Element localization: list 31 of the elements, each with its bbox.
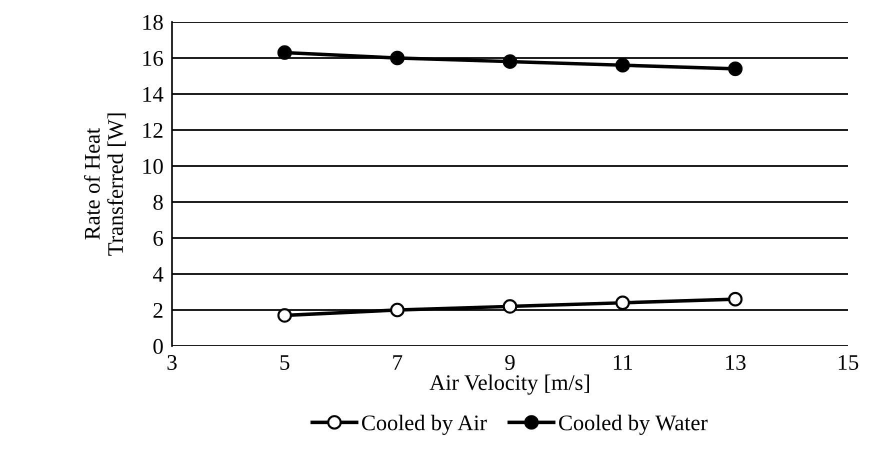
x-tick-label: 9 [505,355,515,370]
y-tick-label: 4 [152,267,164,282]
x-axis-title: Air Velocity [m/s] [430,374,589,395]
y-tick-label: 12 [143,122,162,138]
y-tick-label: 18 [143,14,163,30]
point [277,308,292,323]
point [728,292,743,306]
x-tick-label: 13 [726,355,746,370]
legend-label: Cooled by Air [362,414,487,435]
x-tick-label: 15 [838,355,858,370]
point [728,62,743,76]
point [390,50,405,66]
legend-label: Cooled by Water [559,414,708,435]
point [390,302,405,318]
y-tick-label: 14 [143,87,164,102]
point [502,299,518,314]
x-tick-label: 11 [614,355,632,370]
y-tick-label: 6 [154,230,164,246]
y-tick-label: 16 [143,50,164,66]
point [502,54,518,69]
y-tick-label: 0 [153,338,163,354]
x-tick-label: 7 [393,355,402,370]
y-tick-label: 2 [154,302,162,318]
y-tick-label: 10 [143,158,163,174]
x-tick-label: 5 [280,355,290,370]
y-axis-title: Rate of Heat Transferred [W] [84,114,126,256]
point [277,45,292,60]
point [615,296,630,310]
y-tick-label: 8 [153,194,163,210]
x-tick-label: 3 [168,355,177,370]
point [615,58,630,72]
